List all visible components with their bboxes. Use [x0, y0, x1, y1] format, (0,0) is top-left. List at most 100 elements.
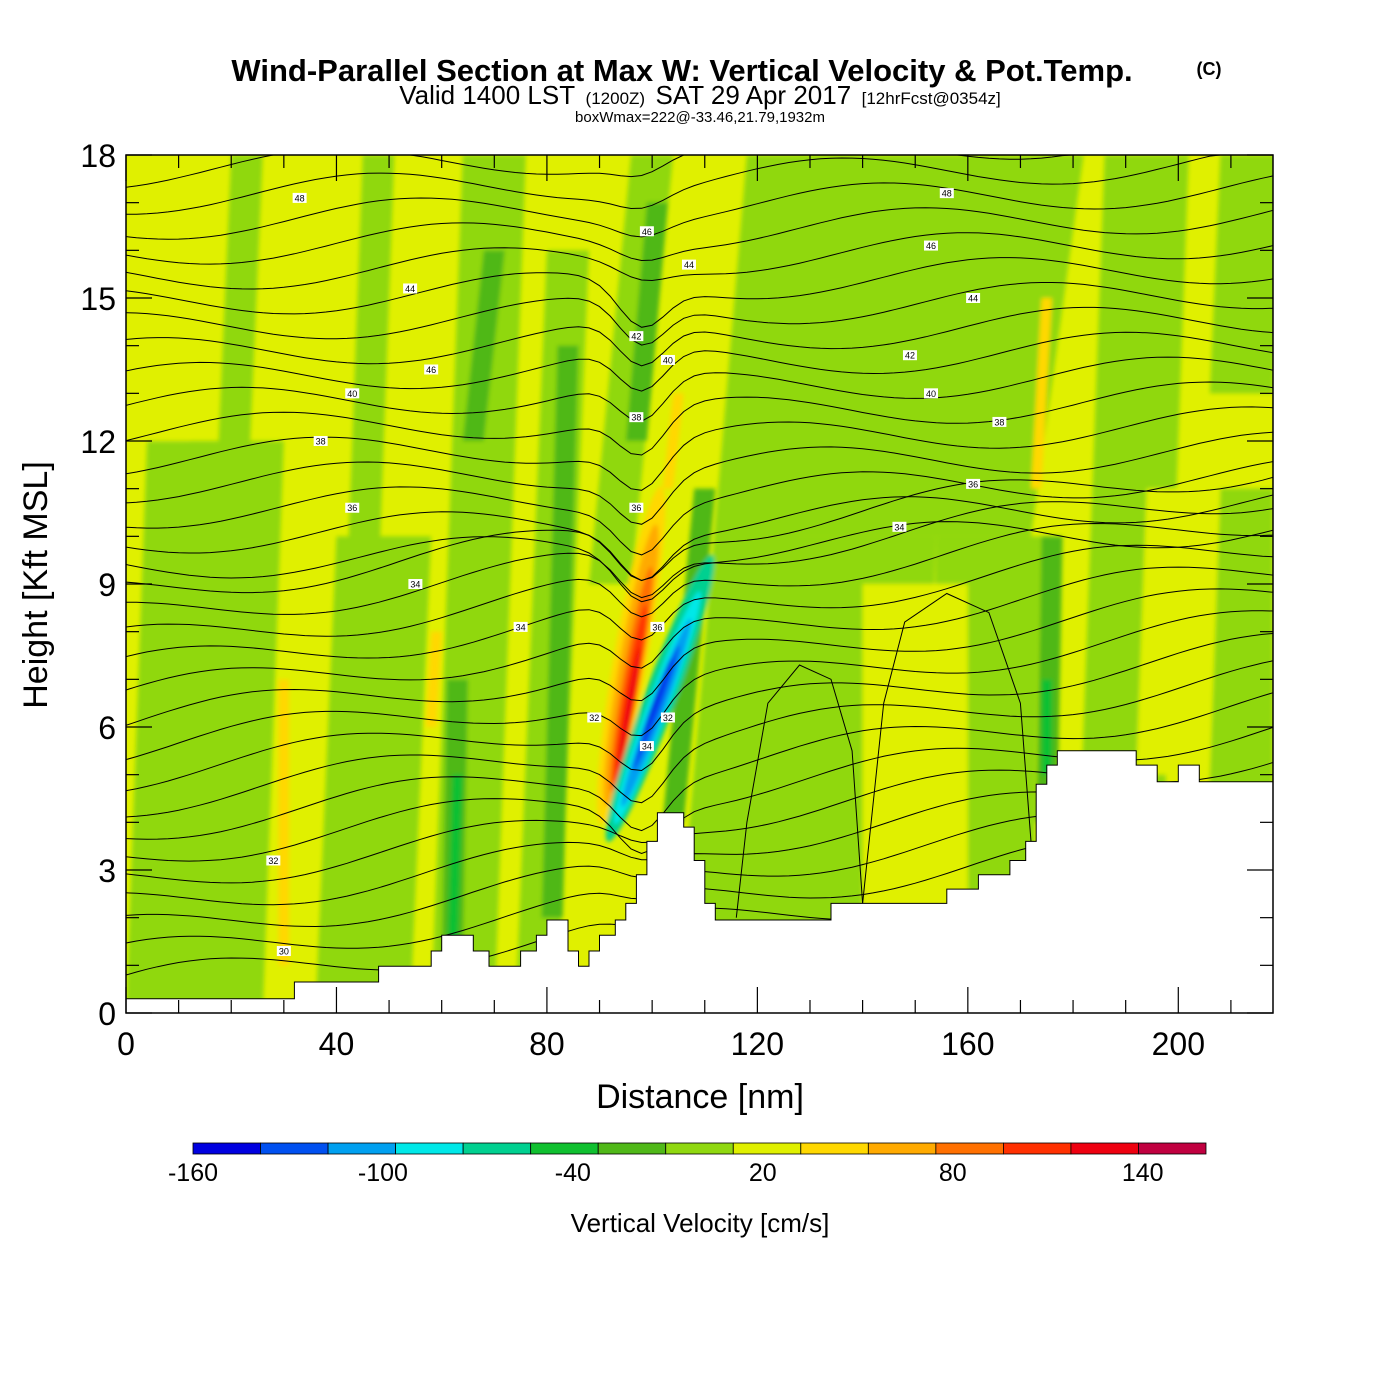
x-axis-label: Distance [nm]: [596, 1078, 804, 1116]
colorbar: -160 -100 -40 20 80 140: [168, 1142, 1207, 1187]
valid-date: SAT 29 Apr 2017: [656, 80, 852, 110]
contour-label-bg: [992, 416, 1007, 427]
theta-contour-label: 38: [992, 416, 1007, 427]
x-tick-label: 0: [117, 1026, 135, 1062]
colorbar-label: -40: [555, 1159, 591, 1187]
contour-label-bg: [681, 259, 696, 270]
contour-label-text: 48: [295, 193, 305, 203]
contour-label-text: 36: [347, 503, 357, 513]
contour-label-text: 36: [968, 479, 978, 489]
contour-label-bg: [660, 354, 675, 365]
valid-time-line: Valid 1400 LST (1200Z) SAT 29 Apr 2017 […: [399, 80, 1001, 110]
contour-label-bg: [966, 478, 981, 489]
contour-label-text: 48: [942, 189, 952, 199]
theta-contour-label: 30: [276, 946, 291, 957]
y-tick-label: 0: [98, 996, 116, 1032]
y-tick-label: 18: [80, 138, 116, 174]
contour-label-bg: [939, 188, 954, 199]
contour-label-bg: [924, 240, 939, 251]
contour-label-bg: [292, 192, 307, 203]
forecast-info: [12hrFcst@0354z]: [862, 89, 1001, 108]
contour-label-bg: [629, 331, 644, 342]
contour-label-text: 46: [426, 365, 436, 375]
contour-label-text: 46: [642, 227, 652, 237]
contour-label-text: 38: [994, 417, 1004, 427]
theta-contour-label: 46: [424, 364, 439, 375]
contour-label-text: 40: [663, 355, 673, 365]
contour-label-text: 34: [642, 742, 652, 752]
contour-label-text: 46: [926, 241, 936, 251]
colorbar-title: Vertical Velocity [cm/s]: [571, 1208, 830, 1238]
theta-contour-label: 32: [266, 855, 281, 866]
colorbar-swatch: [260, 1142, 329, 1155]
theta-contour-label: 40: [660, 354, 675, 365]
contour-label-bg: [313, 436, 328, 446]
theta-contour-label: 36: [345, 502, 360, 513]
contour-label-text: 38: [631, 413, 641, 423]
colorbar-swatch: [530, 1142, 599, 1155]
colorbar-label: 20: [749, 1159, 777, 1187]
theta-contour-label: 44: [403, 283, 418, 294]
theta-contour-label: 48: [292, 192, 307, 203]
theta-contour-label: 38: [313, 436, 328, 447]
colorbar-swatch: [1138, 1142, 1207, 1155]
theta-contour-label: 46: [639, 226, 654, 237]
theta-contour-label: 36: [966, 478, 981, 489]
contour-label-text: 40: [926, 389, 936, 399]
colorbar-swatch: [1070, 1142, 1139, 1155]
contour-label-text: 38: [316, 437, 326, 447]
contour-label-text: 32: [268, 856, 278, 866]
terrain: [126, 750, 1273, 1013]
colorbar-swatch: [665, 1142, 734, 1155]
y-tick-label: 9: [98, 567, 116, 603]
x-tick-label: 80: [529, 1026, 565, 1062]
contour-label-text: 42: [905, 351, 915, 361]
theta-contour-label: 34: [639, 741, 654, 752]
theta-contour-label: 40: [924, 388, 939, 399]
contour-label-text: 34: [410, 580, 420, 590]
contour-label-text: 44: [405, 284, 415, 294]
contour-label-bg: [345, 388, 360, 399]
colorbar-swatch: [192, 1142, 261, 1155]
velocity-field: [126, 155, 1273, 1013]
theta-contours: [126, 155, 1273, 976]
contour-label-text: 42: [631, 332, 641, 342]
theta-contour-label: 34: [892, 521, 907, 532]
contour-label-bg: [513, 621, 528, 632]
contour-label-text: 44: [684, 260, 694, 270]
colorbar-label: -100: [358, 1159, 408, 1187]
theta-contour-label: 48: [939, 188, 954, 199]
colorbar-swatch: [867, 1142, 937, 1155]
theta-contour-label: 32: [660, 712, 675, 723]
copyright-mark: (C): [1197, 59, 1222, 79]
contour-label-bg: [276, 946, 291, 957]
theta-contour-label: 38: [629, 412, 644, 423]
x-tick-label: 40: [319, 1026, 355, 1062]
colorbar-label: 140: [1122, 1159, 1164, 1187]
contour-label-text: 40: [347, 389, 357, 399]
colorbar-swatch: [800, 1142, 869, 1155]
colorbar-swatch: [1003, 1142, 1072, 1155]
contour-label-text: 30: [279, 947, 289, 957]
contour-label-text: 34: [516, 622, 526, 632]
theta-contour-label: 36: [629, 502, 644, 513]
theta-contour-label: 42: [629, 331, 644, 342]
contour-label-bg: [639, 226, 654, 237]
theta-contour-labels: 30 32 32 32 34 34 34 34 36 36 36 36 38 38 38 40 40 40 42 42…: [266, 188, 1007, 957]
colorbar-swatch: [935, 1142, 1004, 1155]
contour-label-bg: [403, 283, 418, 294]
contour-label-text: 36: [652, 622, 662, 632]
contour-label-bg: [650, 621, 665, 632]
y-axis-label: Height [Kft MSL]: [17, 461, 55, 709]
contour-label-text: 44: [968, 294, 978, 304]
box-wmax-info: boxWmax=222@-33.46,21.79,1932m: [575, 109, 825, 126]
contour-label-bg: [892, 521, 907, 532]
y-tick-label: 12: [80, 424, 116, 460]
contour-label-bg: [660, 712, 675, 723]
colorbar-label: 80: [939, 1159, 967, 1187]
x-tick-label: 160: [941, 1026, 994, 1062]
theta-contour-label: 40: [345, 388, 360, 399]
contour-label-bg: [266, 855, 281, 866]
theta-contour-label: 34: [408, 579, 423, 590]
x-tick-label: 120: [731, 1026, 784, 1062]
